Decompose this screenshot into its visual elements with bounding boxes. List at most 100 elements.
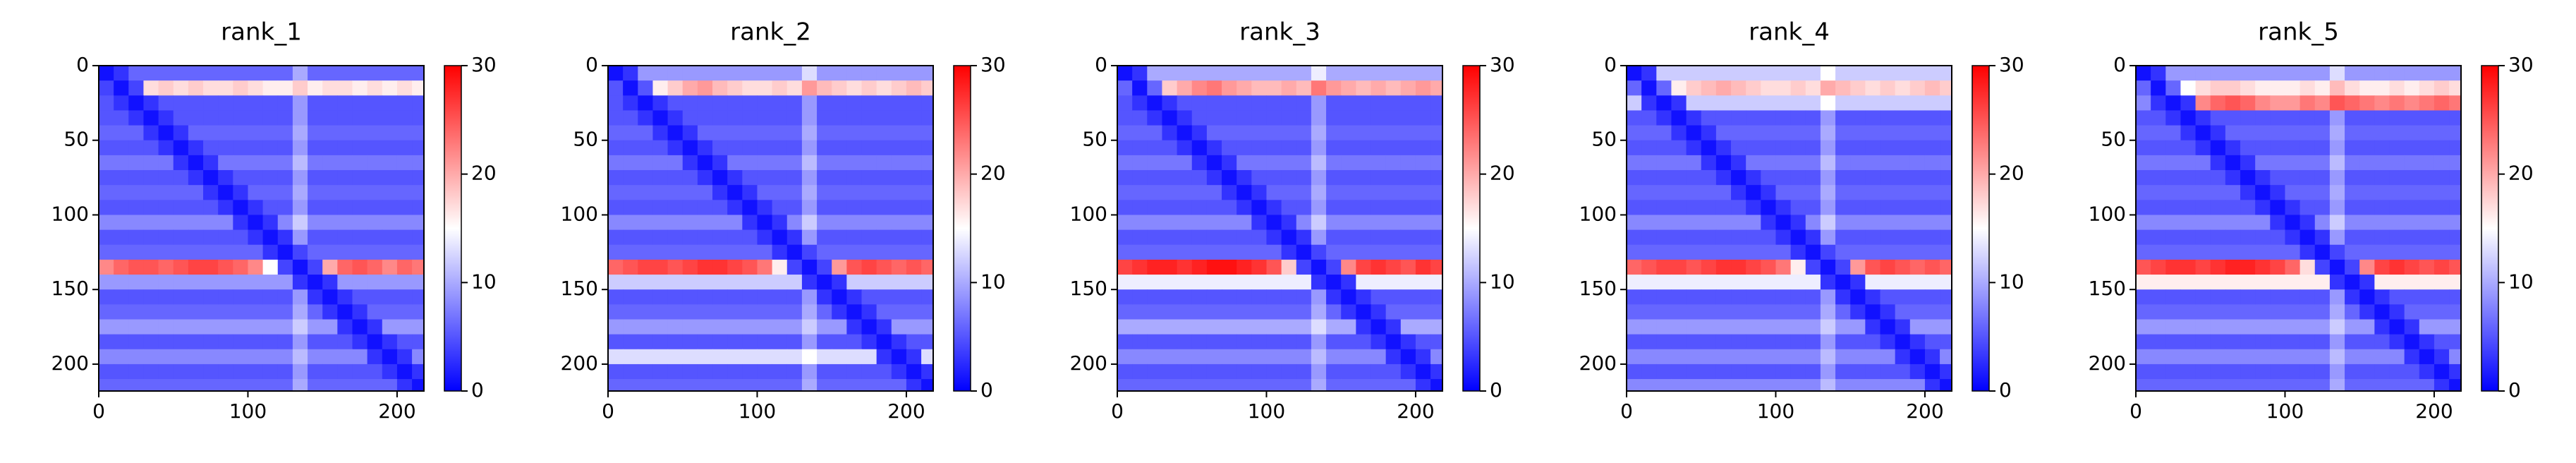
heatmap-cell: [2151, 95, 2166, 111]
heatmap-cell: [1356, 215, 1371, 231]
heatmap-cell: [337, 259, 353, 275]
heatmap-cell: [367, 125, 383, 141]
heatmap-cell: [2359, 185, 2375, 200]
heatmap-cell: [2419, 80, 2435, 96]
heatmap-cell: [262, 319, 279, 335]
colorbar-tick-label: 30: [2508, 53, 2534, 76]
heatmap-cell: [2225, 319, 2241, 335]
heatmap-cell: [1281, 349, 1297, 365]
heatmap-cell: [2240, 95, 2256, 111]
heatmap-cell: [772, 259, 788, 275]
heatmap-cell: [786, 110, 803, 126]
heatmap-cell: [203, 349, 219, 365]
heatmap-cell: [2299, 185, 2316, 200]
heatmap-cell: [2151, 125, 2166, 141]
heatmap-cell: [1281, 363, 1297, 380]
heatmap-cell: [233, 349, 248, 365]
heatmap-cell: [1715, 319, 1732, 335]
heatmap-cell: [817, 110, 832, 126]
heatmap-cell: [2299, 80, 2316, 96]
heatmap-cell: [188, 244, 204, 260]
heatmap-cell: [1177, 185, 1193, 200]
heatmap-cell: [292, 110, 308, 126]
heatmap-cell: [188, 259, 204, 275]
heatmap-cell: [1191, 185, 1208, 200]
heatmap-cell: [1850, 140, 1866, 156]
heatmap-cell: [623, 95, 638, 111]
heatmap-cell: [128, 215, 144, 231]
heatmap-cell: [1222, 66, 1237, 81]
heatmap-cell: [2404, 200, 2420, 215]
colorbar-tick-label: 0: [980, 378, 993, 402]
colorbar: [1972, 65, 1990, 392]
heatmap-cell: [2195, 155, 2211, 171]
heatmap-cell: [727, 349, 743, 365]
heatmap-cell: [248, 95, 264, 111]
heatmap-cell: [906, 259, 922, 275]
heatmap-cell: [801, 110, 818, 126]
heatmap-cell: [1850, 110, 1866, 126]
heatmap-cell: [1924, 379, 1940, 392]
heatmap-cell: [608, 66, 624, 81]
heatmap-cell: [623, 80, 638, 96]
heatmap-cell: [1940, 140, 1952, 156]
heatmap-cell: [158, 334, 174, 350]
heatmap-cell: [352, 319, 368, 335]
heatmap-cell: [2419, 244, 2435, 260]
heatmap-cell: [1400, 363, 1416, 380]
heatmap-cell: [2195, 95, 2211, 111]
heatmap-cell: [1850, 379, 1866, 392]
heatmap-cell: [367, 349, 383, 365]
heatmap-cell: [652, 349, 669, 365]
heatmap-cell: [173, 319, 189, 335]
heatmap-cell: [2345, 289, 2360, 305]
heatmap-cell: [2449, 363, 2462, 380]
heatmap-cell: [114, 319, 129, 335]
heatmap-cell: [2449, 185, 2462, 200]
heatmap-cell: [1641, 289, 1657, 305]
heatmap-cell: [623, 110, 638, 126]
heatmap-cell: [1686, 244, 1702, 260]
heatmap-cell: [1162, 229, 1178, 246]
heatmap-cell: [2404, 304, 2420, 320]
heatmap-cell: [1162, 259, 1178, 275]
heatmap-cell: [1162, 215, 1178, 231]
heatmap-cell: [382, 170, 398, 186]
heatmap-cell: [2404, 334, 2420, 350]
heatmap-cell: [2314, 185, 2331, 200]
heatmap-cell: [2225, 334, 2241, 350]
heatmap-cell: [382, 200, 398, 215]
heatmap-cell: [2210, 200, 2226, 215]
heatmap-cell: [757, 304, 773, 320]
heatmap-cell: [757, 170, 773, 186]
heatmap-cell: [757, 363, 773, 380]
heatmap-cell: [2314, 110, 2331, 126]
heatmap-cell: [697, 125, 713, 141]
heatmap-cell: [143, 80, 159, 96]
heatmap-cell: [1835, 304, 1851, 320]
heatmap-cell: [292, 140, 308, 156]
heatmap-cell: [248, 125, 264, 141]
heatmap-cell: [2419, 200, 2435, 215]
heatmap-cell: [1880, 289, 1896, 305]
heatmap-cell: [906, 275, 922, 290]
heatmap-cell: [367, 140, 383, 156]
heatmap-cell: [99, 200, 114, 215]
heatmap-cell: [412, 155, 425, 171]
heatmap-cell: [322, 140, 338, 156]
heatmap-cell: [1400, 95, 1416, 111]
heatmap-cell: [1206, 215, 1222, 231]
heatmap-cell: [337, 140, 353, 156]
heatmap-cell: [1805, 289, 1821, 305]
heatmap-cell: [2225, 185, 2241, 200]
heatmap-cell: [128, 80, 144, 96]
heatmap-cell: [1177, 200, 1193, 215]
heatmap-cell: [99, 349, 114, 365]
heatmap-cell: [1237, 379, 1252, 392]
heatmap-cell: [1790, 349, 1806, 365]
heatmap-cell: [1281, 66, 1297, 81]
heatmap-cell: [1731, 363, 1746, 380]
heatmap-cell: [1656, 95, 1672, 111]
heatmap-cell: [1924, 319, 1940, 335]
